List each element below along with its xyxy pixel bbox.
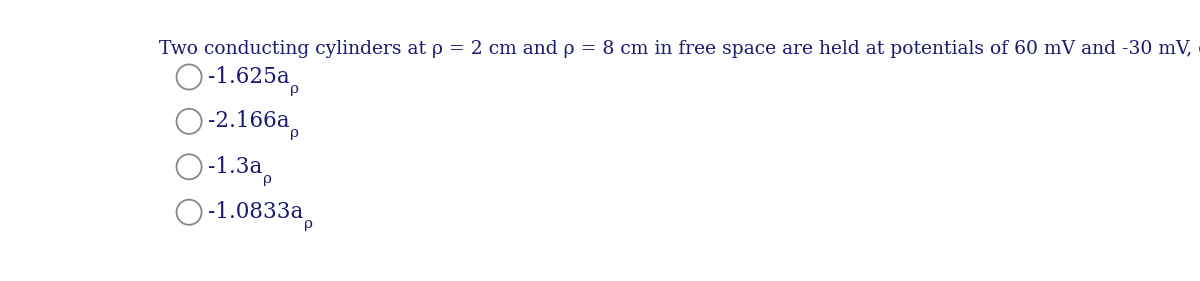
Ellipse shape bbox=[176, 200, 202, 225]
Text: ρ: ρ bbox=[304, 217, 313, 231]
Text: ρ: ρ bbox=[263, 172, 272, 186]
Ellipse shape bbox=[176, 109, 202, 134]
Text: ρ: ρ bbox=[290, 126, 299, 140]
Text: -1.3a: -1.3a bbox=[208, 156, 262, 178]
Text: ρ: ρ bbox=[290, 82, 299, 96]
Ellipse shape bbox=[176, 64, 202, 90]
Text: -2.166a: -2.166a bbox=[208, 110, 289, 132]
Text: Two conducting cylinders at ρ = 2 cm and ρ = 8 cm in free space are held at pote: Two conducting cylinders at ρ = 2 cm and… bbox=[160, 40, 1200, 58]
Text: -1.0833a: -1.0833a bbox=[208, 201, 304, 223]
Ellipse shape bbox=[176, 154, 202, 179]
Text: -1.625a: -1.625a bbox=[208, 66, 289, 88]
